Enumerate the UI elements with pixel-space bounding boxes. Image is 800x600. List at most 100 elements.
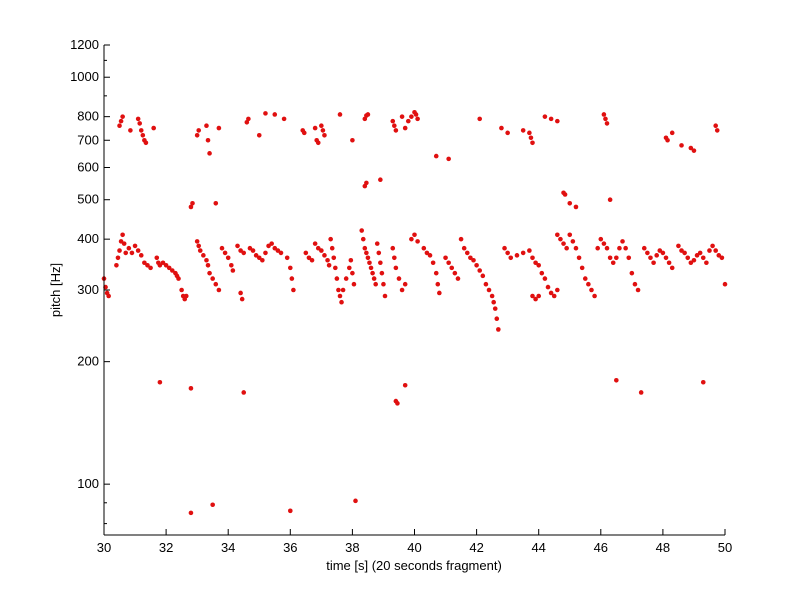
data-point xyxy=(239,296,245,302)
data-point xyxy=(291,287,296,293)
data-point xyxy=(353,498,358,504)
data-point xyxy=(536,293,541,299)
data-point xyxy=(378,260,383,266)
data-point xyxy=(496,327,501,332)
data-point xyxy=(151,125,156,131)
data-point xyxy=(542,114,548,119)
data-point xyxy=(260,257,265,263)
data-point xyxy=(326,262,332,268)
data-point xyxy=(364,250,369,256)
data-point xyxy=(483,281,489,287)
data-point xyxy=(392,123,397,129)
data-point xyxy=(558,236,563,242)
data-point xyxy=(246,116,251,122)
data-point xyxy=(322,253,327,258)
data-point xyxy=(714,128,720,133)
data-point xyxy=(351,281,357,287)
data-point xyxy=(362,245,368,251)
data-points-layer xyxy=(101,109,728,516)
data-point xyxy=(548,116,554,122)
data-point xyxy=(657,248,663,253)
data-point xyxy=(402,281,408,287)
data-point xyxy=(458,236,464,242)
data-point xyxy=(468,255,473,261)
data-point xyxy=(700,379,706,385)
data-point xyxy=(301,130,307,136)
data-point xyxy=(350,270,355,276)
data-point xyxy=(315,140,321,146)
data-point xyxy=(137,121,143,126)
data-point xyxy=(135,248,141,253)
data-point xyxy=(528,135,534,141)
data-point xyxy=(325,257,330,263)
x-tick-label: 50 xyxy=(718,540,732,555)
data-point xyxy=(337,112,343,117)
data-point xyxy=(576,255,582,261)
data-point xyxy=(210,502,215,508)
data-point xyxy=(288,508,293,514)
data-point xyxy=(230,268,236,273)
data-point xyxy=(573,245,579,251)
data-point xyxy=(486,287,492,293)
data-point xyxy=(157,379,163,385)
data-point xyxy=(207,151,212,156)
data-point xyxy=(719,255,725,261)
data-point xyxy=(589,287,594,293)
data-point xyxy=(378,177,383,182)
data-point xyxy=(648,255,653,261)
data-point xyxy=(704,260,709,266)
data-point xyxy=(350,137,355,143)
data-point xyxy=(201,253,206,258)
data-point xyxy=(281,116,287,122)
data-point xyxy=(145,262,150,268)
data-point xyxy=(629,270,635,276)
data-point xyxy=(121,241,127,246)
data-point xyxy=(415,116,420,122)
data-point xyxy=(312,125,318,131)
data-point xyxy=(370,270,375,276)
y-tick-label: 200 xyxy=(77,354,99,369)
data-point xyxy=(367,260,372,266)
data-point xyxy=(607,255,613,261)
data-point xyxy=(272,112,278,117)
y-tick-label: 700 xyxy=(77,132,99,147)
data-point xyxy=(620,239,625,244)
data-point xyxy=(691,257,697,263)
data-point xyxy=(604,245,610,251)
data-point xyxy=(170,268,175,273)
data-point xyxy=(225,255,231,261)
data-point xyxy=(390,245,396,251)
data-point xyxy=(381,281,386,287)
data-point xyxy=(514,253,520,258)
data-point xyxy=(601,241,607,246)
data-point xyxy=(505,250,510,256)
data-point xyxy=(435,281,441,287)
data-point xyxy=(117,123,122,129)
data-point xyxy=(213,281,219,287)
data-point xyxy=(443,255,448,261)
data-point xyxy=(143,140,149,146)
data-point xyxy=(196,128,202,133)
data-point xyxy=(710,243,715,249)
x-axis-label: time [s] (20 seconds fragment) xyxy=(326,558,502,573)
data-point xyxy=(359,228,365,233)
data-point xyxy=(595,245,600,251)
data-point xyxy=(196,243,202,249)
data-point xyxy=(166,265,172,271)
y-tick-label: 100 xyxy=(77,476,99,491)
data-point xyxy=(499,125,504,131)
data-point xyxy=(494,316,500,322)
data-point xyxy=(393,265,399,271)
data-point xyxy=(716,253,722,258)
data-point xyxy=(474,262,479,268)
data-point xyxy=(126,245,132,251)
data-point xyxy=(530,293,535,299)
data-point xyxy=(433,153,439,159)
data-point xyxy=(492,306,498,311)
data-point xyxy=(396,276,402,281)
data-point xyxy=(138,128,144,133)
data-point xyxy=(289,276,295,281)
data-point xyxy=(679,143,684,148)
data-point xyxy=(128,128,133,133)
